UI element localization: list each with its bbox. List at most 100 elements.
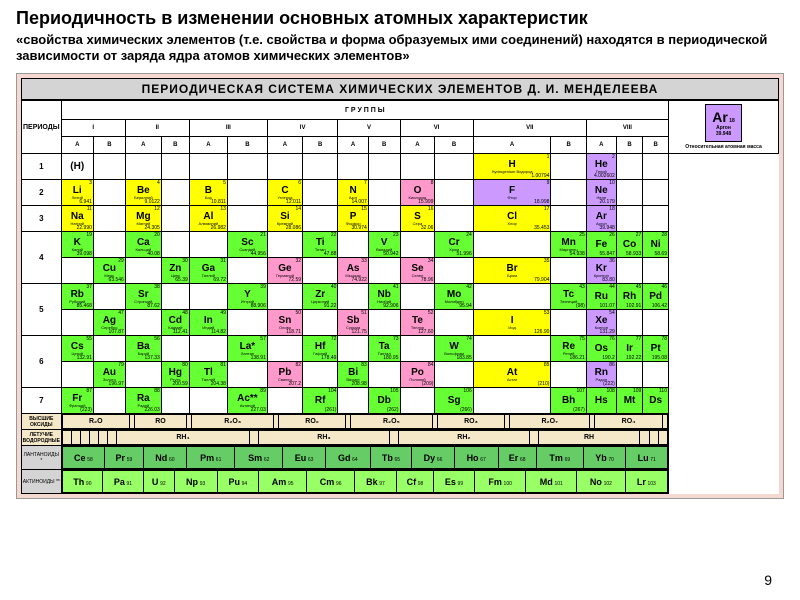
- empty-cell: [616, 362, 643, 388]
- element-No: No 102: [577, 471, 626, 493]
- formula-cell: RH₂: [399, 431, 529, 445]
- element-Ac**: 89Ac**Актиний227.03: [227, 388, 267, 414]
- period-7: 787FrФранций(223) 88RaРадий226.03 89Ac**Ак…: [22, 388, 779, 414]
- period-number-4: 4: [22, 232, 62, 284]
- element-Hg: 80HgРтуть200.59: [161, 362, 189, 388]
- empty-cell: [551, 310, 586, 336]
- subgroups-row: ABABABABABABABABB: [22, 137, 779, 154]
- element-Pr: Pr 59: [105, 447, 143, 469]
- element-La*: 57La*Лантан138.91: [227, 336, 267, 362]
- element-Bi: 83BiВисмут208.98: [338, 362, 368, 388]
- empty-cell: [303, 206, 338, 232]
- slide-title: Периодичность в изменении основных атомн…: [16, 8, 784, 30]
- empty-cell: [400, 232, 435, 258]
- element-Ir: 77Ir192.22: [616, 336, 643, 362]
- element-Zn: 30ZnЦинк65.39: [161, 258, 189, 284]
- slide: Периодичность в изменении основных атомн…: [0, 0, 800, 600]
- empty-cell: [61, 310, 93, 336]
- group-header-III: III: [189, 120, 267, 137]
- empty-cell: [161, 232, 189, 258]
- oxides-row: ВЫСШИЕ ОКСИДЫ R₂OROR₂O₃RO₂R₂O₅RO₃R₂O₇RO₄: [22, 414, 779, 430]
- oxides-label: ВЫСШИЕ ОКСИДЫ: [22, 414, 62, 430]
- empty-cell: [400, 388, 435, 414]
- periodic-table: ПЕРИОДЫ Г Р У П П Ы Ar 18 Аргон 39.948 О…: [21, 100, 779, 494]
- element-Ce: Ce 58: [62, 447, 105, 469]
- empty-cell: [303, 180, 338, 206]
- empty-cell: [435, 310, 473, 336]
- empty-cell: [161, 336, 189, 362]
- period-4-row-0: 419KКалий39.09820CaКальций40.0821ScСканд…: [22, 232, 779, 258]
- element-Mg: 12MgМагний24.305: [125, 206, 161, 232]
- element-Cs: 55CsЦезий132.91: [61, 336, 93, 362]
- element-U: U 92: [143, 471, 174, 493]
- element-Ru: 44Ru101.07: [586, 284, 616, 310]
- element-Es: Es 99: [434, 471, 475, 493]
- element-Ar: 18ArАргон39.948: [586, 206, 616, 232]
- formula-cell: [390, 431, 399, 445]
- element-Pm: Pm 61: [187, 447, 235, 469]
- period-5-row-0: 537RbРубидий85.46838SrСтронций87.6239YИт…: [22, 284, 779, 310]
- element-Pt: 78Pt195.08: [643, 336, 669, 362]
- empty-cell: [303, 310, 338, 336]
- empty-cell: [189, 388, 227, 414]
- element-Ra: 88RaРадий226.03: [125, 388, 161, 414]
- subgroup-header: B: [161, 137, 189, 154]
- formula-cell: [663, 415, 668, 429]
- formula-cell: [62, 431, 71, 445]
- element-Co: 27Co58.933: [616, 232, 643, 258]
- element-Cd: 48CdКадмий112.41: [161, 310, 189, 336]
- element-Mn: 25MnМарганец54.938: [551, 232, 586, 258]
- element-Si: 14SiКремний28.086: [267, 206, 302, 232]
- subgroup-header: B: [227, 137, 267, 154]
- empty-cell: [551, 362, 586, 388]
- subgroup-header: A: [125, 137, 161, 154]
- empty-cell: [551, 180, 586, 206]
- element-Th: Th 90: [62, 471, 103, 493]
- formula-cell: RH₃: [258, 431, 389, 445]
- empty-cell: [267, 284, 302, 310]
- header-row-1: ПЕРИОДЫ Г Р У П П Ы Ar 18 Аргон 39.948 О…: [22, 101, 779, 120]
- element-Gd: Gd 64: [325, 447, 370, 469]
- empty-cell: [473, 284, 551, 310]
- empty-cell: [93, 232, 125, 258]
- empty-cell: [338, 336, 368, 362]
- subgroup-header: B: [368, 137, 400, 154]
- empty-cell: [61, 258, 93, 284]
- element-Sr: 38SrСтронций87.62: [125, 284, 161, 310]
- element-Al: 13AlАлюминий26.982: [189, 206, 227, 232]
- element-Pa: Pa 91: [103, 471, 144, 493]
- element-Bk: Bk 97: [355, 471, 397, 493]
- element-Cr: 24CrХром51.996: [435, 232, 473, 258]
- element-Fr: 87FrФранций(223): [61, 388, 93, 414]
- element-Ca: 20CaКальций40.08: [125, 232, 161, 258]
- element-He: 2HeГелий4.002602: [586, 154, 616, 180]
- empty-cell: [616, 206, 643, 232]
- empty-cell: [473, 232, 551, 258]
- empty-cell: [338, 284, 368, 310]
- group-header-I: I: [61, 120, 125, 137]
- element-N: 7NАзот14.007: [338, 180, 368, 206]
- empty-cell: [161, 154, 189, 180]
- empty-cell: [338, 154, 368, 180]
- element-Sm: Sm 62: [235, 447, 283, 469]
- subgroup-header: B: [551, 137, 586, 154]
- period-4-row-1: 29CuМедь63.54630ZnЦинк65.3931GaГаллий69.…: [22, 258, 779, 284]
- element-F: 9FФтор18.998: [473, 180, 551, 206]
- empty-cell: [551, 206, 586, 232]
- empty-cell: [435, 258, 473, 284]
- empty-cell: [616, 180, 643, 206]
- element-Ni: 28Ni58.69: [643, 232, 669, 258]
- group-header-VIII: VIII: [586, 120, 668, 137]
- empty-cell: [267, 232, 302, 258]
- hydrides-row: ЛЕТУЧИЕ ВОДОРОДНЫЕ RH₄RH₃RH₂RH: [22, 430, 779, 446]
- hydrides-label: ЛЕТУЧИЕ ВОДОРОДНЫЕ: [22, 430, 62, 446]
- legend-text: Относительная атомная масса: [672, 144, 775, 150]
- element-B: 5BБор10.811: [189, 180, 227, 206]
- groups-row: IIIIIIIVVVIVIIVIII: [22, 120, 779, 137]
- empty-cell: [61, 362, 93, 388]
- element-Li: 3LiЛитий6.941: [61, 180, 93, 206]
- group-header-VII: VII: [473, 120, 586, 137]
- element-Re: 75ReРений186.21: [551, 336, 586, 362]
- element-Fm: Fm 100: [474, 471, 526, 493]
- period-number-7: 7: [22, 388, 62, 414]
